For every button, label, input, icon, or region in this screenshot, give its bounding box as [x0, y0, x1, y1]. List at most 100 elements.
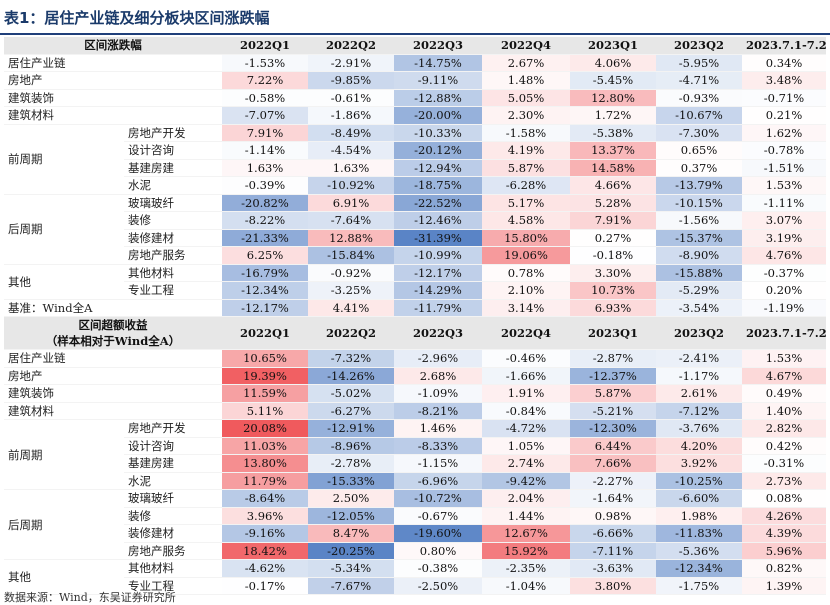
- source-note: 数据来源：Wind，东吴证券研究所: [4, 591, 176, 604]
- row-label: 玻璃玻纤: [124, 489, 222, 508]
- value-cell: -9.16%: [222, 524, 308, 543]
- value-cell: -5.34%: [308, 559, 394, 578]
- value-cell: -11.79%: [394, 299, 482, 317]
- value-cell: 3.19%: [742, 229, 826, 247]
- value-cell: -5.21%: [570, 402, 656, 420]
- row-label: 其他材料: [124, 264, 222, 282]
- value-cell: -2.41%: [656, 349, 742, 368]
- column-header: 2022Q1: [222, 316, 308, 350]
- table-row: 房地产服务 18.42% -20.25% 0.80% 15.92% -7.11% -5.36…: [4, 542, 826, 560]
- value-cell: 10.65%: [222, 349, 308, 368]
- row-label: 建筑材料: [4, 106, 222, 125]
- value-cell: -8.21%: [394, 402, 482, 420]
- value-cell: 2.61%: [656, 384, 742, 403]
- value-cell: -4.62%: [222, 559, 308, 578]
- row-label: 专业工程: [124, 577, 222, 595]
- row-label: 装修建材: [124, 524, 222, 543]
- value-cell: -12.37%: [570, 367, 656, 385]
- value-cell: -15.84%: [308, 246, 394, 265]
- value-cell: 0.42%: [742, 437, 826, 455]
- row-label: 装修建材: [124, 229, 222, 247]
- section-title: 区间涨跌幅: [4, 37, 222, 55]
- value-cell: -0.18%: [570, 246, 656, 265]
- value-cell: -1.09%: [394, 384, 482, 403]
- value-cell: 12.67%: [482, 524, 570, 543]
- value-cell: -1.75%: [656, 577, 742, 595]
- row-label: 其他材料: [124, 559, 222, 578]
- value-cell: -10.99%: [394, 246, 482, 265]
- value-cell: 4.26%: [742, 507, 826, 525]
- value-cell: -10.92%: [308, 176, 394, 195]
- value-cell: -6.96%: [394, 472, 482, 490]
- value-cell: 13.37%: [570, 141, 656, 160]
- value-cell: -0.92%: [308, 264, 394, 282]
- table-row: 基建房建 1.63% 1.63% -12.94% 5.87% 14.58% 0.37% -1.…: [4, 159, 826, 177]
- value-cell: 6.91%: [308, 194, 394, 212]
- value-cell: 11.79%: [222, 472, 308, 490]
- value-cell: -31.39%: [394, 229, 482, 247]
- value-cell: -7.67%: [308, 577, 394, 595]
- value-cell: 3.14%: [482, 299, 570, 317]
- column-header: 2022Q4: [482, 316, 570, 350]
- value-cell: -5.36%: [656, 542, 742, 560]
- value-cell: 5.87%: [482, 159, 570, 177]
- value-cell: -0.84%: [482, 402, 570, 420]
- table-row: 基建房建 13.80% -2.78% -1.15% 2.74% 7.66% 3.92% -0.…: [4, 454, 826, 473]
- value-cell: -16.79%: [222, 264, 308, 282]
- value-cell: 15.92%: [482, 542, 570, 560]
- value-cell: -5.29%: [656, 281, 742, 300]
- value-cell: -5.95%: [656, 54, 742, 72]
- row-label: 玻璃玻纤: [124, 194, 222, 212]
- value-cell: 15.80%: [482, 229, 570, 247]
- value-cell: -9.85%: [308, 71, 394, 90]
- value-cell: -12.91%: [308, 419, 394, 438]
- value-cell: -1.51%: [742, 159, 826, 177]
- value-cell: 2.67%: [482, 54, 570, 72]
- value-cell: 3.48%: [742, 71, 826, 90]
- value-cell: 1.40%: [742, 402, 826, 420]
- value-cell: -0.67%: [394, 507, 482, 525]
- table-row: 前周期 房地产开发 20.08% -12.91% 1.46% -4.72% -12.30% -…: [4, 419, 826, 490]
- value-cell: -1.15%: [394, 454, 482, 473]
- value-cell: 1.05%: [482, 437, 570, 455]
- value-cell: 7.91%: [222, 124, 308, 142]
- value-cell: -7.07%: [222, 106, 308, 125]
- row-label: 建筑材料: [4, 402, 222, 420]
- value-cell: -1.53%: [222, 54, 308, 72]
- value-cell: -1.17%: [656, 367, 742, 385]
- value-cell: -0.46%: [482, 349, 570, 368]
- value-cell: -10.33%: [394, 124, 482, 142]
- column-header: 2022Q1: [222, 37, 308, 55]
- table-row: 其他 其他材料 -4.62% -5.34% -0.38% -2.35% -3.63% -12.…: [4, 559, 826, 595]
- column-header: 2022Q4: [482, 37, 570, 55]
- row-label: 居住产业链: [4, 54, 222, 72]
- section-header-row: 区间超额收益 （样本相对于Wind全A） 2022Q1 2022Q2 2022Q3 202…: [4, 316, 826, 350]
- column-header: 2022Q3: [394, 37, 482, 55]
- table-row: 前周期 房地产开发 7.91% -8.49% -10.33% -1.58% -5.38% -7…: [4, 124, 826, 195]
- value-cell: -7.30%: [656, 124, 742, 142]
- value-cell: -1.19%: [742, 299, 826, 317]
- value-cell: 4.06%: [570, 54, 656, 72]
- value-cell: 1.98%: [656, 507, 742, 525]
- row-label: 房地产服务: [124, 246, 222, 265]
- row-label: 居住产业链: [4, 349, 222, 368]
- value-cell: -1.58%: [482, 124, 570, 142]
- value-cell: 6.44%: [570, 437, 656, 455]
- row-label: 建筑装饰: [4, 89, 222, 107]
- value-cell: -7.32%: [308, 349, 394, 368]
- column-header: 2022Q2: [308, 316, 394, 350]
- value-cell: -6.66%: [570, 524, 656, 543]
- value-cell: 0.80%: [394, 542, 482, 560]
- value-cell: 2.73%: [742, 472, 826, 490]
- value-cell: -20.82%: [222, 194, 308, 212]
- table-row: 基准：Wind全A -12.17% 4.41% -11.79% 3.14% 6.93% -3…: [4, 299, 826, 317]
- table-row: 水泥 11.79% -15.33% -6.96% -9.42% -2.27% -10.25%…: [4, 472, 826, 490]
- value-cell: 13.80%: [222, 454, 308, 473]
- table-row: 专业工程 -12.34% -3.25% -14.29% 2.10% 10.73% -5.29…: [4, 281, 826, 300]
- value-cell: -3.54%: [656, 299, 742, 317]
- value-cell: -12.05%: [308, 507, 394, 525]
- table-row: 专业工程 -0.17% -7.67% -2.50% -1.04% 3.80% -1.75% 1…: [4, 577, 826, 595]
- table-row: 居住产业链 -1.53% -2.91% -14.75% 2.67% 4.06% -5.95%…: [4, 54, 826, 72]
- value-cell: -0.37%: [742, 264, 826, 282]
- value-cell: -5.45%: [570, 71, 656, 90]
